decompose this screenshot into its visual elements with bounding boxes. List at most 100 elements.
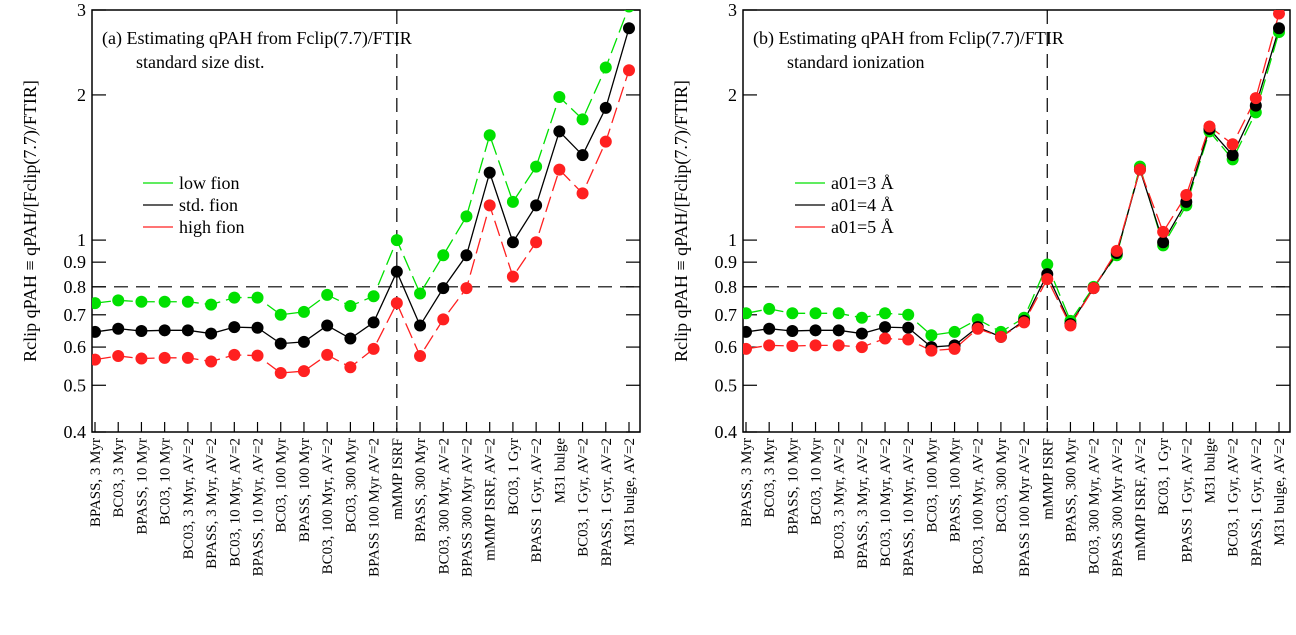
data-point: [135, 324, 148, 337]
y-tick-label: 0.8: [64, 277, 87, 297]
annotation: standard size dist.: [136, 52, 264, 72]
x-tick-label: BC03, 3 Myr, AV=2: [181, 438, 197, 559]
y-tick-label: 0.9: [64, 252, 87, 272]
y-tick-label: 0.6: [715, 337, 738, 357]
data-point: [437, 313, 450, 326]
y-tick-label: 0.4: [715, 422, 738, 442]
data-point: [414, 287, 427, 300]
x-tick-label: BPASS, 300 Myr: [413, 438, 429, 542]
x-tick-label: BC03, 3 Myr: [111, 438, 127, 518]
data-point: [1018, 316, 1031, 329]
annotation: standard ionization: [787, 52, 924, 72]
x-tick-label: BPASS, 3 Myr: [88, 438, 104, 527]
data-point: [135, 352, 148, 365]
data-point: [786, 307, 799, 320]
data-point: [553, 163, 566, 176]
data-point: [553, 125, 566, 138]
legend-label: a01=5 Å: [831, 217, 894, 237]
x-tick-label: BC03, 10 Myr: [809, 438, 825, 525]
x-tick-label: M31 bulge: [552, 438, 568, 504]
data-point: [530, 236, 543, 249]
data-point: [112, 322, 125, 335]
data-point: [879, 332, 892, 345]
y-tick-label: 0.6: [64, 337, 87, 357]
data-point: [228, 291, 241, 304]
series-line: [94, 28, 630, 345]
x-tick-label: mMMP ISRF, AV=2: [1133, 438, 1149, 561]
data-point: [624, 10, 634, 13]
data-point: [135, 295, 148, 308]
data-point: [902, 308, 915, 321]
x-tick-label: M31 bulge: [1202, 438, 1218, 504]
plot-frame: [742, 9, 1291, 433]
data-point: [321, 348, 334, 361]
x-tick-label: BC03, 300 Myr: [343, 438, 359, 533]
data-point: [483, 199, 496, 212]
data-point: [344, 361, 357, 374]
x-tick-label: BC03, 10 Myr: [158, 438, 174, 525]
data-point: [809, 307, 822, 320]
x-tick-label: BPASS 100 Myr AV=2: [367, 438, 383, 577]
data-point: [390, 234, 403, 247]
data-point: [971, 322, 984, 335]
data-point: [948, 325, 961, 338]
data-point: [576, 187, 589, 200]
legend-label: low fion: [179, 173, 240, 193]
x-tick-label: M31 bulge, AV=2: [622, 438, 638, 546]
data-point: [506, 236, 519, 249]
annotation: (a) Estimating qPAH from Fclip(7.7)/FTIR: [102, 28, 412, 49]
data-point: [205, 355, 218, 368]
data-point: [763, 322, 776, 335]
x-tick-label: mMMP ISRF: [390, 438, 406, 520]
data-point: [623, 22, 635, 35]
x-tick-label: BC03, 1 Gyr: [1156, 438, 1172, 515]
data-point: [1157, 225, 1170, 238]
data-point: [809, 324, 822, 337]
x-tick-label: BC03, 3 Myr, AV=2: [832, 438, 848, 559]
x-tick-label: BPASS, 3 Myr, AV=2: [855, 438, 871, 569]
data-point: [948, 342, 961, 355]
series-line: [745, 28, 1280, 348]
series-group: [92, 10, 635, 380]
data-point: [92, 353, 101, 366]
x-tick-label: BPASS 1 Gyr, AV=2: [529, 438, 545, 563]
data-point: [809, 339, 822, 352]
data-point: [1157, 236, 1170, 249]
x-tick-label: BC03, 100 Myr, AV=2: [971, 438, 987, 574]
x-tick-label: M31 bulge, AV=2: [1272, 438, 1288, 546]
data-point: [506, 195, 519, 208]
data-point: [743, 342, 752, 355]
data-point: [112, 294, 125, 307]
data-point: [576, 149, 589, 162]
data-point: [483, 129, 496, 142]
data-point: [506, 270, 519, 283]
x-tick-label: BC03, 300 Myr: [994, 438, 1010, 533]
data-point: [390, 297, 403, 310]
x-tick-label: BC03, 1 Gyr, AV=2: [576, 438, 592, 557]
data-point: [1249, 92, 1262, 105]
data-point: [530, 199, 543, 212]
data-point: [460, 249, 473, 262]
x-tick-label: BC03, 100 Myr: [274, 438, 290, 533]
data-point: [832, 307, 845, 320]
data-point: [855, 327, 868, 340]
x-tick-label: BC03, 1 Gyr, AV=2: [1226, 438, 1242, 557]
x-tick-label: mMMP ISRF: [1040, 438, 1056, 520]
data-point: [902, 333, 915, 346]
data-point: [599, 101, 612, 114]
x-tick-label: BC03, 1 Gyr: [506, 438, 522, 515]
data-point: [367, 342, 380, 355]
y-tick-label: 0.4: [64, 422, 87, 442]
x-tick-label: BC03, 100 Myr: [924, 438, 940, 533]
y-tick-label: 0.7: [715, 305, 738, 325]
data-point: [414, 349, 427, 362]
data-point: [297, 305, 310, 318]
data-point: [786, 340, 799, 353]
data-point: [414, 319, 427, 332]
y-tick-label: 0.7: [64, 305, 87, 325]
data-point: [855, 311, 868, 324]
x-tick-label: BPASS, 10 Myr: [134, 438, 150, 535]
data-point: [1273, 22, 1285, 35]
x-tick-label: mMMP ISRF, AV=2: [483, 438, 499, 561]
